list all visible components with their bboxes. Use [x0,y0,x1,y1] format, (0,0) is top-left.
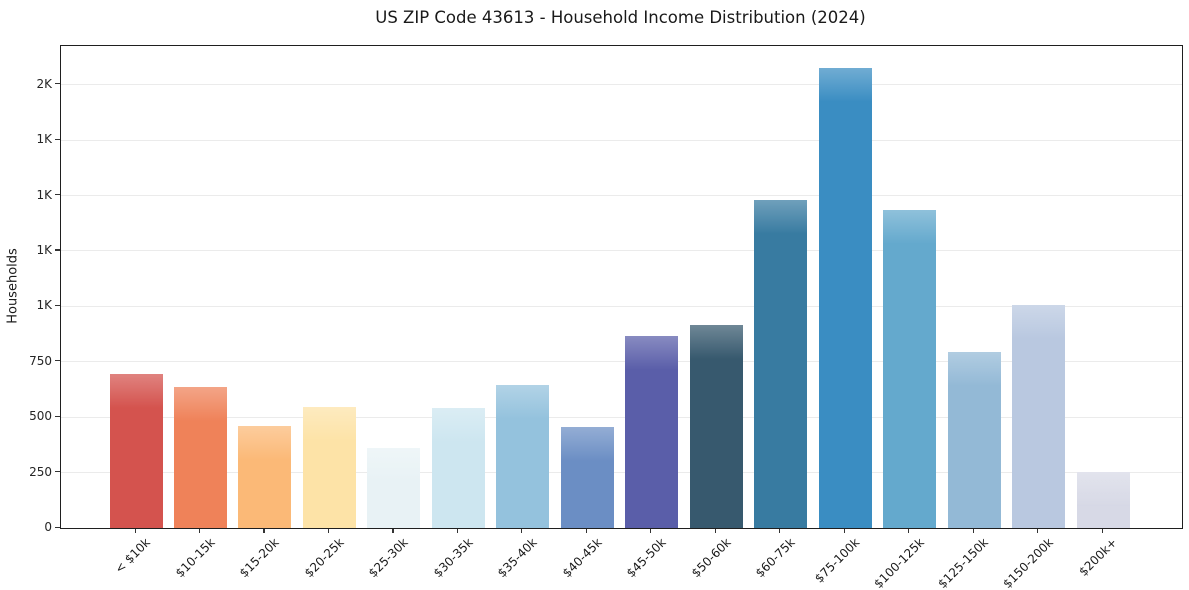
gridline [61,250,1182,252]
y-tick-label: 250 [29,464,52,479]
y-tick-label: 2K [36,76,52,91]
x-tick-mark [392,528,394,533]
y-tick-label: 1K [36,298,52,313]
bar-125-150k [947,351,1001,528]
x-tick-mark [650,528,652,533]
bar-35-40k [496,385,550,528]
x-tick-mark [972,528,974,533]
gridline [61,472,1182,474]
x-tick-mark [585,528,587,533]
gridline [61,416,1182,418]
bar-45-50k [625,336,679,528]
y-tick-mark [55,138,60,140]
gridline [61,139,1182,141]
y-tick-label: 750 [29,353,52,368]
gridline [61,361,1182,363]
x-tick-mark [714,528,716,533]
x-tick-label: $40-45k [559,535,605,581]
y-tick-label: 500 [29,409,52,424]
x-tick-label: $125-150k [935,535,992,590]
gridline [61,84,1182,86]
bar-15-20k [238,426,292,528]
x-tick-label: $50-60k [688,535,734,581]
x-tick-mark [843,528,845,533]
x-tick-mark [1101,528,1103,533]
x-tick-label: $25-30k [366,535,412,581]
x-tick-mark [779,528,781,533]
bar-40-45k [560,427,614,528]
x-tick-mark [327,528,330,533]
bar-30-35k [431,408,485,528]
plot-area [60,45,1183,529]
bar-150-200k [1012,305,1066,528]
x-tick-mark [198,528,201,533]
x-tick-mark [456,528,459,533]
x-tick-label: $15-20k [237,535,283,581]
x-tick-mark [521,528,523,533]
chart-title: US ZIP Code 43613 - Household Income Dis… [375,8,866,27]
x-tick-label: $150-200k [1000,535,1056,590]
x-tick-label: $20-25k [301,535,347,581]
y-tick-label: 1K [36,132,52,147]
x-tick-mark [263,528,265,533]
bar-10-15k [173,387,227,528]
x-tick-label: $200k+ [1076,535,1121,579]
x-tick-label: $60-75k [752,535,798,581]
y-axis-label: Households [5,248,21,324]
y-tick-mark [55,249,60,251]
x-tick-label: $35-40k [495,535,541,581]
x-tick-label: $100-125k [871,535,927,590]
y-tick-mark [55,471,60,473]
gridline [61,195,1182,197]
bar-75-100k [818,68,872,528]
bar-10k [109,373,163,528]
y-tick-mark [55,415,60,417]
bar-25-30k [367,448,421,528]
x-tick-label: $30-35k [430,535,476,581]
x-tick-mark [908,528,910,533]
x-tick-label: $10-15k [172,535,218,581]
y-tick-mark [55,360,60,362]
y-tick-mark [55,194,60,196]
bar-200k [1076,471,1130,528]
y-tick-mark [55,83,60,85]
gridline [61,305,1182,307]
y-tick-label: 1K [36,187,52,202]
x-tick-label: < $10k [112,535,154,577]
bar-20-25k [302,407,356,528]
x-tick-label: $45-50k [624,535,669,581]
y-tick-label: 1K [36,242,52,257]
bar-60-75k [754,200,808,528]
y-tick-label: 0 [44,520,52,534]
x-tick-mark [1037,528,1039,533]
x-tick-label: $75-100k [812,535,863,586]
y-tick-mark [55,526,60,528]
x-tick-mark [134,528,136,533]
bar-50-60k [689,325,743,528]
y-tick-mark [55,304,60,307]
bar-100-125k [883,210,937,528]
